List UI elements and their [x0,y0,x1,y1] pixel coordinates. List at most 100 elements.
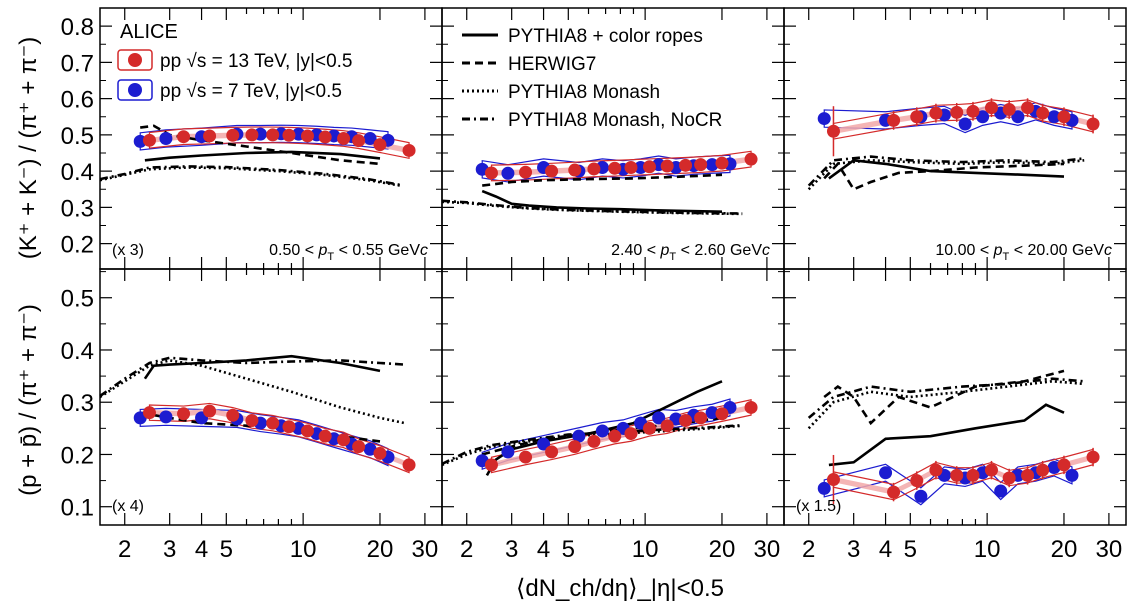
panel-top-middle: 2.40 < pT < 2.60 GeVc [441,7,785,270]
y-tick-label: 0.5 [61,123,94,150]
y-axis-label-top: (K⁺ + K⁻) / (π⁺ + π⁻) [15,37,42,259]
pp13-point [694,158,708,172]
x-tick-label: 20 [1051,536,1078,563]
pp7-point [705,406,719,420]
pp13-point [519,450,533,464]
pp13-point [177,130,191,144]
pp13-syst-band [490,150,752,182]
pp7-point [817,112,831,126]
model-curve [823,369,1065,426]
pp13-point [1086,450,1100,464]
pp13-point [642,160,656,174]
y-tick-label: 0.4 [61,338,94,365]
legend-label-herwig: HERWIG7 [508,54,596,75]
x-tick-label: 2 [802,536,815,563]
pp7-syst-band [139,407,389,467]
pp13-point [1036,463,1050,477]
legend-swatch-pp7 [117,79,153,101]
pp13-point [826,473,840,487]
legend-swatch-pp13 [117,49,153,71]
pp13-point [245,414,259,428]
y-tick-label: 0.8 [61,14,94,41]
pp7-point [501,166,515,180]
panel-frame [441,7,785,270]
pp13-point [337,433,351,447]
pp7-point [1047,461,1061,475]
legend-label-pp7: pp √s = 7 TeV, |y|<0.5 [160,81,342,102]
legend-entry-pp13: pp √s = 13 TeV, |y|<0.5 [117,49,353,72]
model-curve [140,124,381,166]
pp13-point [966,468,980,482]
x-tick-label: 3 [163,536,176,563]
pp13-point [352,134,366,148]
pp13-point [1021,101,1035,115]
experiment-label: ALICE [120,21,178,43]
x-axis-label: ⟨dN_ch/dη⟩_|η|<0.5 [516,575,724,602]
pp7-syst-band [823,458,1073,506]
pp13-point [373,446,387,460]
panel-scale-label: (x 4) [112,498,144,515]
y-tick-labels: 0.2 0.3 0.4 0.5 0.6 0.7 0.8 0.1 0.2 0.3 0.4 0.5 [61,14,94,522]
pp13-point [608,429,622,443]
pp7-point [572,429,586,443]
pp7-point [363,132,377,145]
pp7-point [669,412,683,426]
pp13-point [266,416,280,430]
x-tick-label: 5 [904,536,917,563]
pp13-point [266,128,280,142]
panel-pt-label: 10.00 < pT < 20.00 GeVc [935,242,1112,263]
legend-label-nocr: PYTHIA8 Monash, NoCR [508,110,722,131]
pp7-point [652,411,666,425]
x-tick-label: 4 [537,536,550,563]
pp13-syst-band [148,126,410,160]
pp7-point [705,158,719,172]
pp13-point [226,408,240,422]
pp7-point [817,481,831,495]
pp13-point [910,474,924,488]
pp13-point [984,101,998,115]
pp13-point [402,143,416,157]
y-tick-label: 0.3 [61,195,94,222]
x-tick-label: 5 [220,536,233,563]
pp7-point [363,442,377,456]
pp13-point [624,427,638,441]
pp13-point [624,161,638,174]
panel-frame [441,268,785,526]
pp13-point [1002,103,1016,116]
pp13-point [950,105,964,119]
pp13-point [587,434,601,448]
x-tick-label: 2 [460,536,473,563]
pp7-point [976,110,990,124]
legend-marker-pp7 [128,83,142,97]
x-tick-label: 20 [367,536,394,563]
pp13-point [373,138,387,152]
pp13-point [587,162,601,176]
pp7-point [1065,468,1079,482]
pp13-point [282,420,296,434]
legend-label-monash: PYTHIA8 Monash [508,82,660,103]
pp13-point [744,400,758,414]
model-curve [807,155,1085,187]
pp13-point [282,128,296,142]
x-tick-label: 10 [974,536,1001,563]
pp13-point [484,458,498,472]
pp13-point [545,164,559,178]
pp13-point [950,468,964,482]
pp13-point [1002,471,1016,485]
model-curve [143,354,381,380]
pp13-point [519,165,533,179]
pp13-point [660,159,674,173]
pp13-point [337,132,351,145]
pp7-point [595,424,609,438]
pp7-point [159,410,173,424]
pp13-point [1057,458,1071,472]
pp13-point [177,407,191,421]
pp13-point [929,106,943,120]
pp13-point [545,445,559,459]
x-tick-label: 30 [1096,536,1123,563]
pp13-point [203,129,217,143]
pp13-point [245,128,259,142]
model-curve [441,199,743,215]
x-tick-label: 5 [562,536,575,563]
